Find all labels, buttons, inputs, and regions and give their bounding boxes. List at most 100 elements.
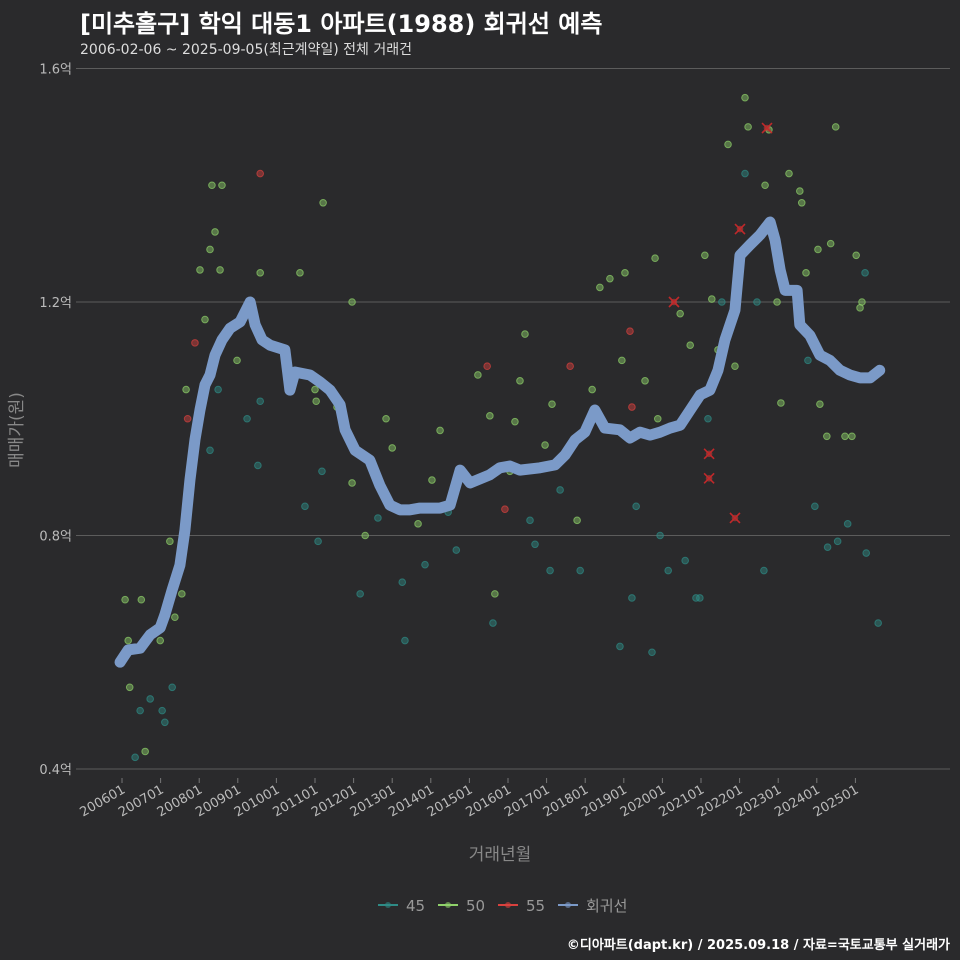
legend-item-regression: 회귀선 xyxy=(558,897,627,915)
data-point-50 xyxy=(785,169,793,178)
data-point-45 xyxy=(648,648,656,657)
outlier-marker xyxy=(668,296,680,308)
data-point-50 xyxy=(573,516,581,525)
data-point-45 xyxy=(704,414,712,423)
data-point-45 xyxy=(168,683,176,692)
data-point-50 xyxy=(618,356,626,365)
data-point-45 xyxy=(314,537,322,546)
data-point-50 xyxy=(848,432,856,441)
data-point-50 xyxy=(653,414,662,423)
data-point-45 xyxy=(256,397,264,406)
data-point-45 xyxy=(356,590,364,598)
data-point-50 xyxy=(831,123,840,131)
regression-line xyxy=(114,216,886,668)
legend-dot-icon xyxy=(445,902,451,908)
data-point-45 xyxy=(158,706,166,715)
data-point-50 xyxy=(382,414,390,423)
data-point-50 xyxy=(361,531,369,540)
legend-item-50: 50 xyxy=(438,897,485,915)
data-point-45 xyxy=(811,502,819,511)
data-point-50 xyxy=(797,198,806,207)
data-point-50 xyxy=(823,432,831,441)
data-point-45 xyxy=(146,695,154,703)
data-point-50 xyxy=(852,251,860,260)
data-point-45 xyxy=(760,566,768,575)
outlier-marker xyxy=(729,512,741,524)
data-point-50 xyxy=(676,309,684,318)
data-point-50 xyxy=(761,181,769,190)
legend-label: 50 xyxy=(466,897,485,915)
data-point-50 xyxy=(428,476,436,484)
data-point-50 xyxy=(166,537,174,546)
data-point-55 xyxy=(501,505,509,514)
data-point-50 xyxy=(311,385,319,394)
data-point-50 xyxy=(233,356,241,365)
data-point-50 xyxy=(414,520,422,528)
data-point-45 xyxy=(628,594,636,602)
data-point-50 xyxy=(491,590,499,598)
legend-label: 회귀선 xyxy=(586,897,627,915)
data-point-50 xyxy=(125,683,134,692)
outlier-marker xyxy=(734,223,746,235)
data-point-50 xyxy=(141,747,149,756)
y-axis-title: 매매가(원) xyxy=(7,392,27,468)
data-point-50 xyxy=(773,298,781,306)
data-point-50 xyxy=(548,400,556,408)
data-point-45 xyxy=(131,753,139,762)
data-point-50 xyxy=(741,93,749,102)
chart-subtitle: 2006-02-06 ~ 2025-09-05(최근계약일) 전체 거래건 xyxy=(80,42,412,58)
y-tick-label: 0.4억 xyxy=(39,763,72,778)
data-point-50 xyxy=(156,636,165,645)
data-point-50 xyxy=(802,269,810,277)
data-point-45 xyxy=(696,594,704,602)
data-point-45 xyxy=(632,502,640,511)
data-point-45 xyxy=(616,642,624,651)
data-point-50 xyxy=(511,417,519,426)
data-point-50 xyxy=(621,269,629,277)
data-point-50 xyxy=(218,181,226,190)
data-point-55 xyxy=(566,362,574,371)
data-point-50 xyxy=(348,298,356,306)
data-point-50 xyxy=(178,590,186,598)
legend-dot-icon xyxy=(505,902,511,908)
data-point-45 xyxy=(546,566,554,575)
outlier-marker xyxy=(703,472,715,484)
credit-text: ©디아파트(dapt.kr) / 2025.09.18 / 자료=국토교통부 실… xyxy=(566,938,950,953)
data-point-50 xyxy=(206,245,214,254)
data-point-45 xyxy=(833,537,842,546)
data-point-50 xyxy=(296,269,304,277)
data-point-45 xyxy=(692,594,700,602)
legend: 45 50 55 회귀선 xyxy=(378,897,627,915)
data-point-55 xyxy=(256,169,264,178)
data-point-50 xyxy=(724,140,732,149)
data-point-45 xyxy=(576,566,584,575)
legend-item-55: 55 xyxy=(498,897,545,915)
data-point-50 xyxy=(777,399,785,407)
data-point-45 xyxy=(874,619,882,627)
data-point-50 xyxy=(744,123,752,131)
data-point-50 xyxy=(701,251,709,260)
data-point-50 xyxy=(521,330,529,338)
data-point-50 xyxy=(121,595,129,604)
data-point-45 xyxy=(401,636,409,645)
data-point-50 xyxy=(312,397,320,406)
data-point-50 xyxy=(182,385,190,394)
legend-label: 55 xyxy=(526,897,545,915)
data-point-50 xyxy=(388,444,397,452)
data-point-50 xyxy=(348,479,356,487)
data-point-50 xyxy=(201,315,209,324)
data-point-50 xyxy=(474,371,482,379)
data-point-45 xyxy=(531,540,539,549)
data-point-50 xyxy=(606,274,614,283)
data-point-45 xyxy=(452,546,461,554)
data-point-50 xyxy=(208,181,216,190)
data-point-45 xyxy=(526,516,534,525)
outlier-marker xyxy=(761,122,773,134)
legend-dot-icon xyxy=(385,902,391,908)
data-point-50 xyxy=(841,432,849,441)
y-tick-label: 1.2억 xyxy=(39,296,72,311)
data-point-50 xyxy=(216,266,224,274)
outlier-marker xyxy=(703,448,715,460)
data-point-45 xyxy=(214,385,222,394)
data-point-45 xyxy=(843,520,852,528)
